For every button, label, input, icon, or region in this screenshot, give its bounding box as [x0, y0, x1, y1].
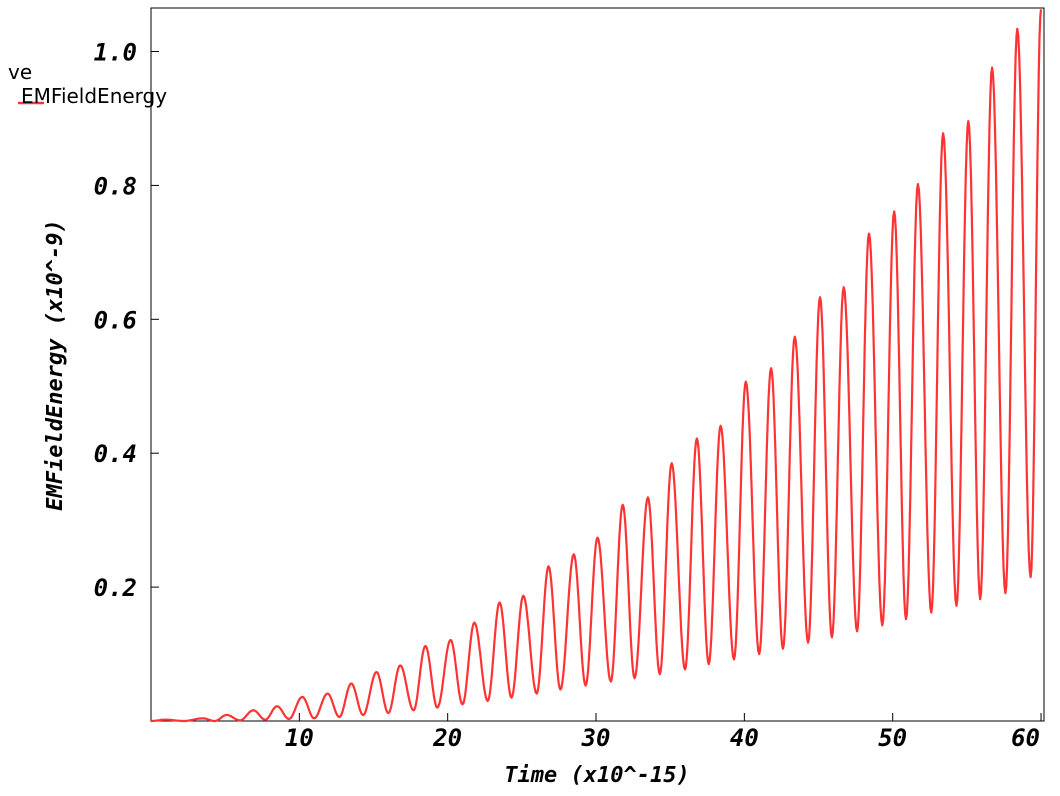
- plot-frame: [150, 7, 1045, 722]
- y-tick-label: 0.4: [94, 440, 137, 468]
- series-line-emfieldenergy: [151, 9, 1043, 723]
- x-tick-label: 40: [730, 724, 759, 752]
- y-tick-label: 0.2: [94, 574, 137, 602]
- x-axis-ticks: 10 20 30 40 50 60: [285, 713, 1042, 752]
- legend-series-label: EMFieldEnergy: [21, 84, 167, 108]
- x-axis-label: Time (x10^-15): [504, 763, 689, 788]
- x-tick-label: 30: [581, 724, 611, 752]
- x-tick-label: 60: [1011, 724, 1040, 752]
- y-tick-label: 0.6: [94, 306, 137, 334]
- x-tick-label: 50: [878, 724, 907, 752]
- legend: ve EMFieldEnergy: [8, 60, 167, 108]
- y-axis-ticks: 0.2 0.4 0.6 0.8 1.0: [94, 39, 159, 602]
- x-tick-label: 20: [432, 724, 462, 752]
- x-tick-label: 10: [285, 724, 314, 752]
- y-axis-label: EMFieldEnergy (x10^-9): [43, 219, 68, 510]
- legend-title: ve: [8, 60, 32, 84]
- y-tick-label: 1.0: [94, 39, 137, 67]
- y-tick-label: 0.8: [94, 172, 137, 200]
